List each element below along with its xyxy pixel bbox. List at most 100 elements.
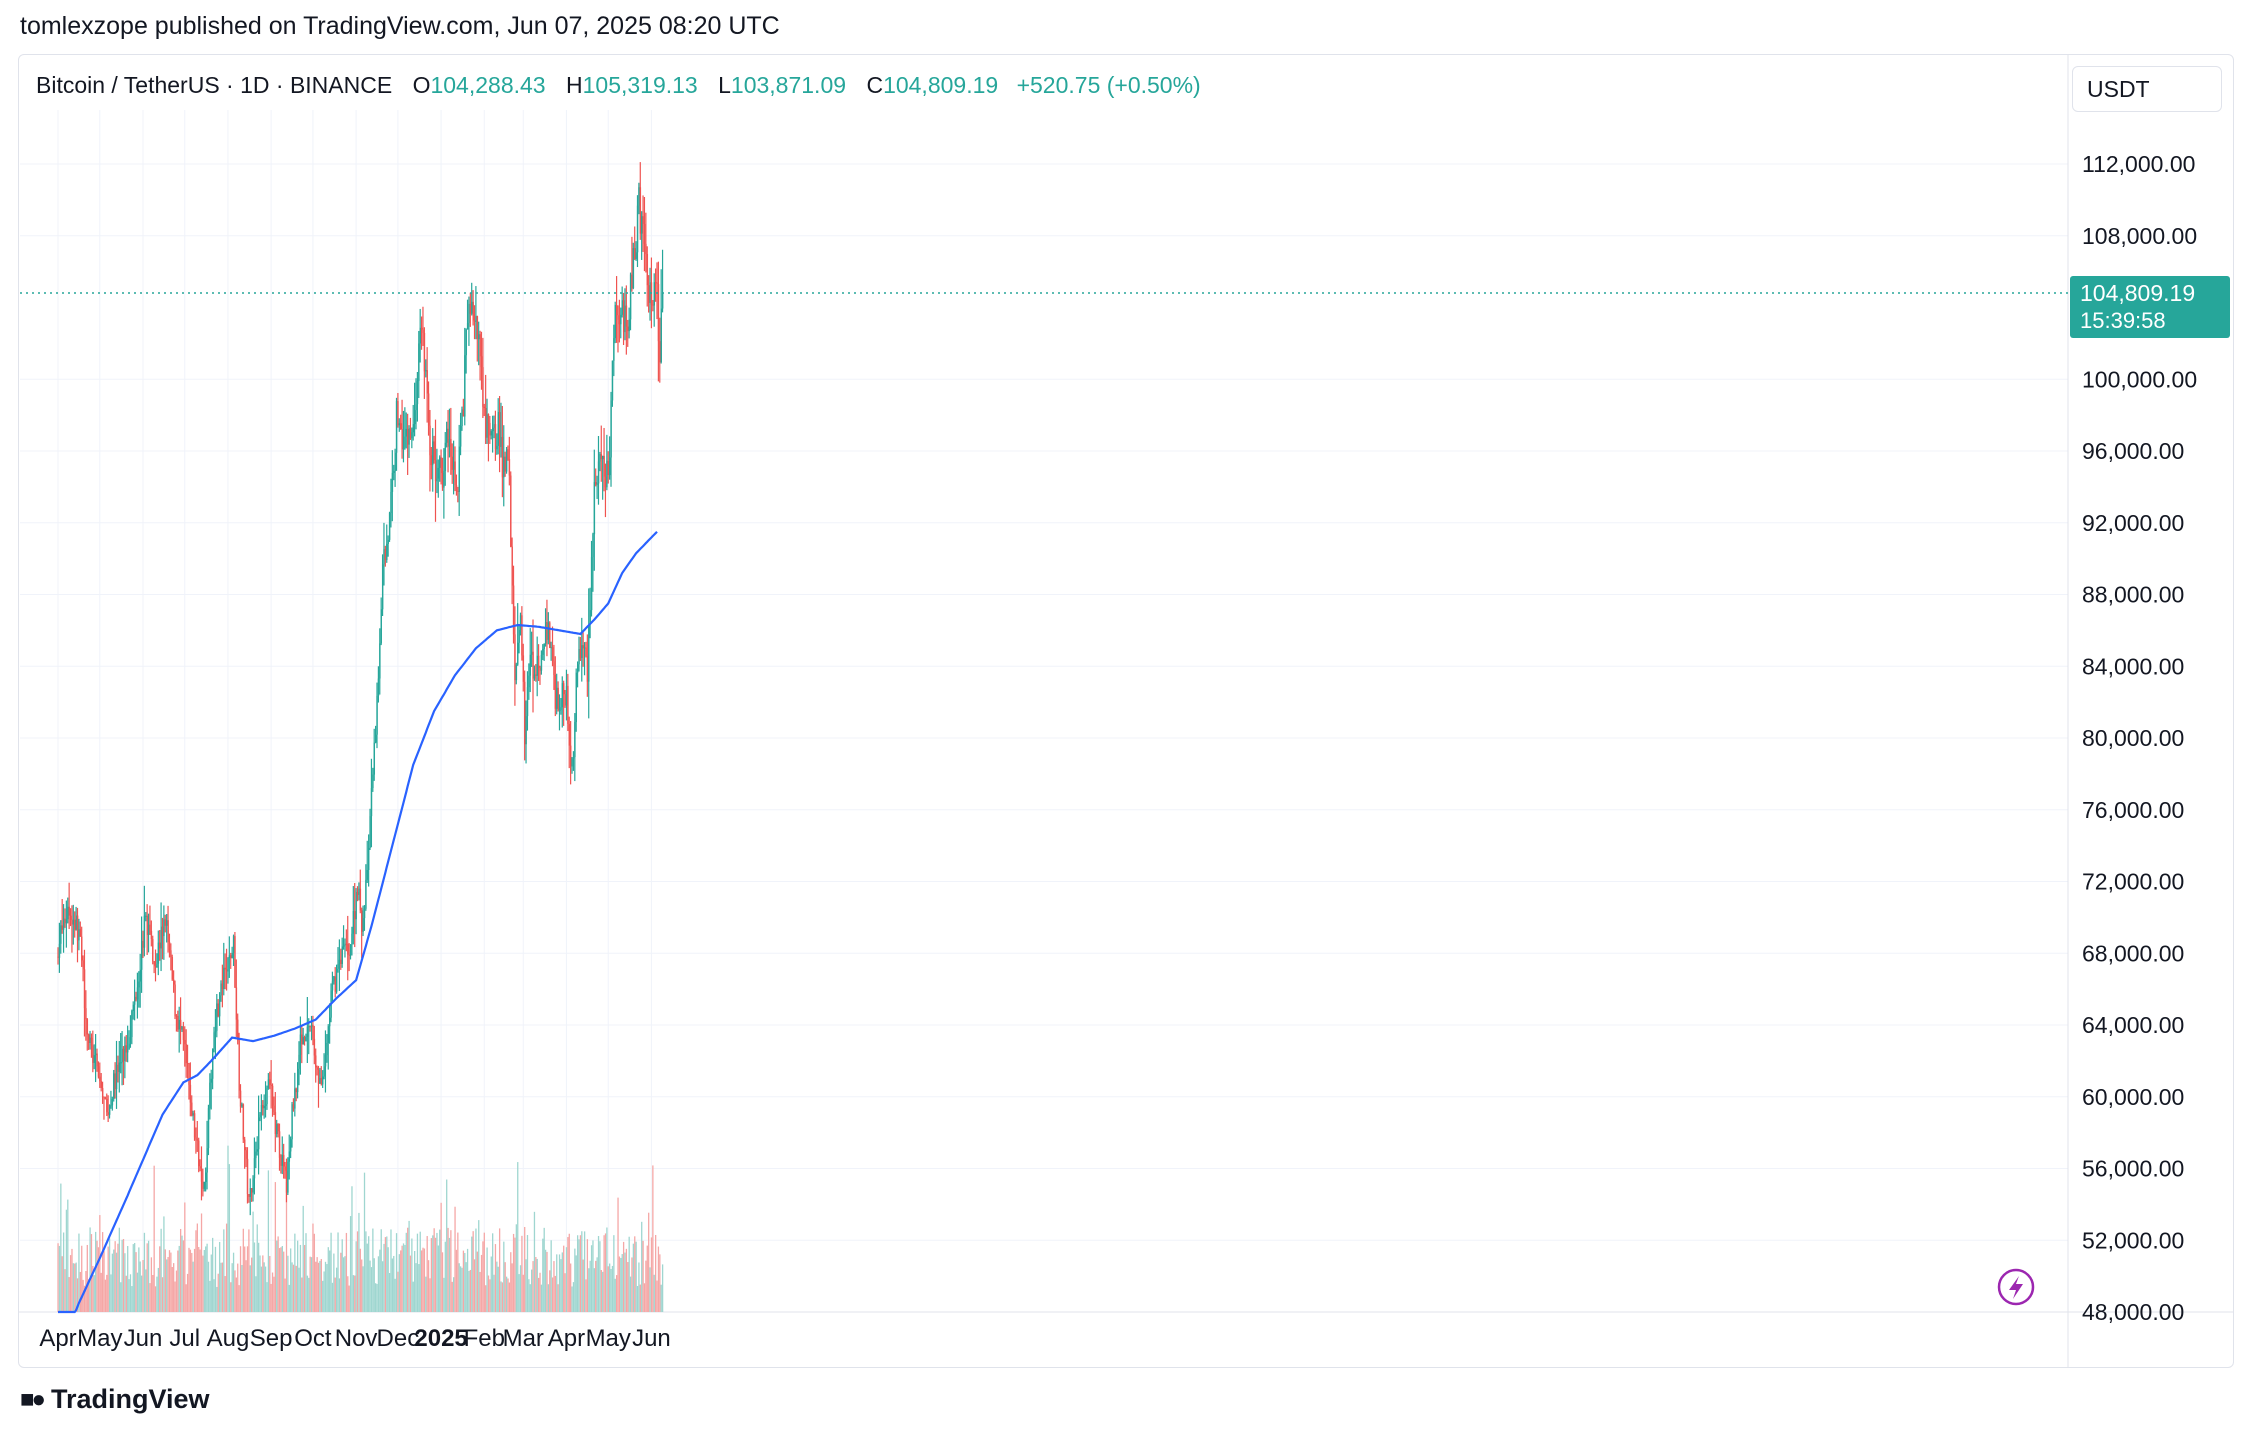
volume-bar	[266, 1282, 268, 1312]
currency-selector[interactable]: USDT	[2072, 66, 2222, 112]
volume-bar	[466, 1248, 469, 1312]
volume-bar	[522, 1274, 524, 1312]
volume-bar	[104, 1279, 107, 1312]
volume-bar	[539, 1272, 541, 1312]
volume-bar	[242, 1228, 244, 1312]
candle-body	[140, 940, 143, 970]
candle-body	[447, 428, 449, 447]
candle-body	[100, 1081, 102, 1089]
volume-bar	[508, 1282, 511, 1312]
volume-bar	[295, 1265, 297, 1312]
candle-body	[104, 1097, 107, 1099]
volume-bar	[376, 1283, 378, 1312]
candle-body	[164, 919, 167, 926]
candle-body	[611, 360, 614, 401]
volume-bar	[290, 1248, 292, 1312]
time-tick-label: Jun	[124, 1325, 163, 1352]
candle-body	[189, 1084, 192, 1103]
candle-body	[71, 920, 73, 925]
candle-body	[628, 319, 630, 332]
candle-body	[381, 564, 384, 610]
volume-bar	[649, 1267, 651, 1312]
volume-bar	[564, 1273, 566, 1312]
volume-bar	[302, 1205, 304, 1312]
volume-bar	[103, 1250, 105, 1312]
candle-body	[308, 1026, 310, 1028]
volume-bar	[206, 1243, 208, 1312]
candle-body	[182, 1026, 185, 1040]
volume-bar	[264, 1266, 267, 1312]
candle-body	[498, 412, 501, 447]
flash-icon[interactable]	[1997, 1268, 2035, 1306]
candle-body	[301, 1034, 303, 1045]
candle-body	[503, 456, 505, 478]
volume-bar	[118, 1227, 120, 1312]
volume-bars	[57, 1145, 664, 1312]
candle-body	[401, 429, 403, 450]
volume-bar	[602, 1271, 604, 1312]
symbol-legend: Bitcoin / TetherUS · 1D · BINANCE O104,2…	[36, 72, 1201, 99]
volume-bar	[182, 1240, 185, 1312]
volume-bar	[159, 1246, 161, 1312]
volume-bar	[67, 1199, 69, 1312]
volume-bar	[381, 1261, 384, 1312]
volume-bar	[607, 1266, 609, 1312]
candle-body	[156, 963, 158, 968]
volume-bar	[624, 1252, 626, 1312]
candle-body	[227, 957, 229, 972]
volume-bar	[482, 1241, 484, 1312]
candle-body	[181, 1026, 183, 1030]
volume-bar	[306, 1275, 309, 1312]
candle-body	[546, 622, 548, 640]
volume-bar	[603, 1235, 605, 1312]
volume-bar	[331, 1282, 334, 1312]
candle-body	[404, 436, 406, 448]
volume-bar	[117, 1243, 119, 1312]
volume-bar	[427, 1260, 430, 1312]
volume-bar	[177, 1250, 179, 1312]
candle-body	[632, 248, 635, 289]
price-tick-label: 72,000.00	[2082, 869, 2184, 895]
volume-bar	[75, 1262, 77, 1312]
candle-body	[193, 1113, 196, 1138]
volume-bar	[471, 1236, 473, 1312]
volume-bar	[401, 1245, 403, 1312]
candle-body	[125, 1045, 128, 1053]
candle-body	[143, 915, 146, 948]
volume-bar	[303, 1245, 306, 1312]
volume-bar	[262, 1255, 264, 1312]
candle-body	[218, 995, 221, 1017]
volume-bar	[329, 1250, 331, 1312]
volume-bar	[567, 1237, 569, 1312]
volume-bar	[269, 1255, 271, 1312]
volume-bar	[249, 1265, 251, 1312]
tradingview-logo[interactable]: ■● TradingView	[20, 1384, 210, 1415]
candle-body	[629, 274, 632, 320]
candle-body	[305, 1036, 307, 1042]
symbol-name[interactable]: Bitcoin / TetherUS · 1D · BINANCE	[36, 72, 393, 98]
volume-bar	[515, 1224, 517, 1312]
volume-bar	[524, 1226, 526, 1312]
volume-bar	[134, 1242, 136, 1312]
volume-bar	[81, 1245, 83, 1312]
candle-body	[419, 327, 421, 344]
candle-body	[535, 674, 537, 676]
candle-body	[430, 455, 433, 466]
candle-body	[349, 944, 352, 956]
volume-bar	[558, 1254, 561, 1312]
candle-body	[372, 774, 374, 789]
candle-body	[256, 1149, 258, 1152]
volume-bar	[400, 1250, 402, 1312]
volume-bar	[500, 1281, 502, 1312]
volume-bar	[348, 1285, 350, 1312]
price-tick-label: 100,000.00	[2082, 366, 2197, 392]
volume-bar	[260, 1266, 263, 1312]
high-value: 105,319.13	[582, 72, 698, 98]
volume-bar	[138, 1247, 140, 1312]
candle-body	[636, 205, 639, 253]
volume-bar	[131, 1286, 133, 1312]
volume-bar	[149, 1283, 151, 1312]
candle-body	[295, 1088, 298, 1093]
candle-body	[505, 449, 508, 472]
